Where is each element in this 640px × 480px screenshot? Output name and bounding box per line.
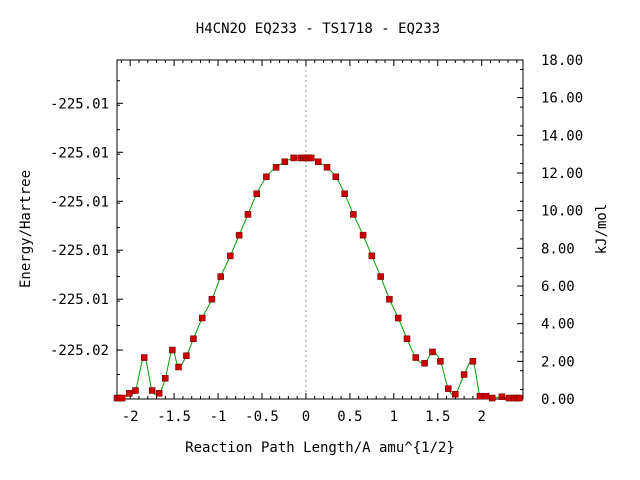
data-point [263, 173, 270, 181]
y2-tick-label: 16.00 [541, 91, 583, 107]
y2-tick-label: 10.00 [541, 204, 583, 220]
data-point [359, 231, 367, 239]
y2-axis-ticks: 18.00 16.00 14.00 12.00 10.00 8.00 6.00 4.00 2.0… [517, 53, 583, 408]
chart-title: H4CN2O EQ233 - TS1718 - EQ233 [196, 21, 440, 37]
data-point [341, 190, 348, 197]
minor-ticks [117, 60, 523, 400]
y2-tick-label: 14.00 [541, 128, 583, 144]
y-axis-ticks: -225.01 -225.01 -225.01 -225.01 -225.01 -225.… [50, 96, 123, 359]
data-point [412, 354, 420, 361]
data-point [445, 385, 452, 392]
y-axis-label: Energy/Hartree [18, 170, 34, 288]
data-point [332, 173, 340, 181]
x-tick-label: 0.5 [337, 409, 362, 425]
data-point [323, 164, 331, 171]
data-point [244, 211, 252, 218]
data-point [162, 375, 169, 382]
y2-tick-label: 6.00 [541, 279, 575, 295]
data-point [429, 348, 436, 356]
y-tick-label: -225.01 [50, 145, 109, 161]
x-tick-label: 1.5 [425, 409, 450, 425]
energy-curve [117, 157, 520, 400]
data-point [482, 392, 490, 400]
data-point [350, 211, 357, 218]
data-point [126, 390, 133, 397]
y2-tick-label: 8.00 [541, 241, 575, 257]
data-point [281, 158, 289, 165]
y-tick-label: -225.01 [50, 243, 109, 259]
data-point [140, 354, 148, 361]
data-point [227, 252, 234, 260]
data-point [272, 164, 280, 171]
x-tick-label: -1.5 [157, 409, 191, 425]
x-tick-label: -2 [122, 409, 139, 425]
data-point [132, 387, 139, 394]
data-point [386, 295, 393, 303]
y-tick-label: -225.01 [50, 96, 109, 112]
plot-area [116, 59, 524, 400]
x-axis-label: Reaction Path Length/A amu^{1/2} [185, 440, 455, 456]
data-point [307, 154, 315, 162]
data-point [516, 394, 523, 402]
data-point [498, 393, 506, 400]
x-tick-label: -1 [210, 409, 227, 425]
y2-tick-label: 4.00 [541, 317, 575, 333]
data-point [290, 154, 297, 162]
data-point [394, 314, 402, 322]
y2-tick-label: 0.00 [541, 392, 575, 408]
data-point [169, 346, 176, 354]
data-point [460, 371, 468, 378]
data-point [452, 391, 459, 398]
data-point [469, 358, 477, 365]
data-point [148, 387, 156, 394]
data-points [113, 154, 523, 402]
data-point [155, 390, 163, 397]
data-point [421, 359, 428, 367]
y2-axis-label: kJ/mol [594, 204, 610, 255]
y2-tick-label: 12.00 [541, 166, 583, 182]
data-point [488, 394, 496, 402]
data-point [190, 335, 197, 342]
x-tick-label: 2 [477, 409, 485, 425]
data-point [183, 352, 190, 359]
data-point [208, 295, 216, 303]
y-tick-label: -225.02 [50, 343, 109, 359]
data-point [368, 252, 376, 260]
x-tick-label: 0 [302, 409, 310, 425]
data-point [476, 392, 484, 400]
data-point [175, 363, 182, 371]
data-point [119, 394, 126, 402]
y2-tick-label: 18.00 [541, 53, 583, 69]
x-axis-ticks: -2 -1.5 -1 -0.5 0 0.5 1 1.5 2 [122, 60, 486, 425]
x-tick-label: -0.5 [245, 409, 279, 425]
data-point [377, 273, 384, 280]
data-point [253, 190, 260, 197]
y-tick-label: -225.01 [50, 292, 109, 308]
data-point [437, 358, 444, 365]
data-point [403, 335, 411, 342]
data-point [198, 314, 206, 322]
data-point [217, 273, 224, 280]
data-point [235, 231, 243, 239]
y2-tick-label: 2.00 [541, 354, 575, 370]
y-tick-label: -225.01 [50, 194, 109, 210]
x-tick-label: 1 [390, 409, 398, 425]
data-point [314, 158, 322, 165]
